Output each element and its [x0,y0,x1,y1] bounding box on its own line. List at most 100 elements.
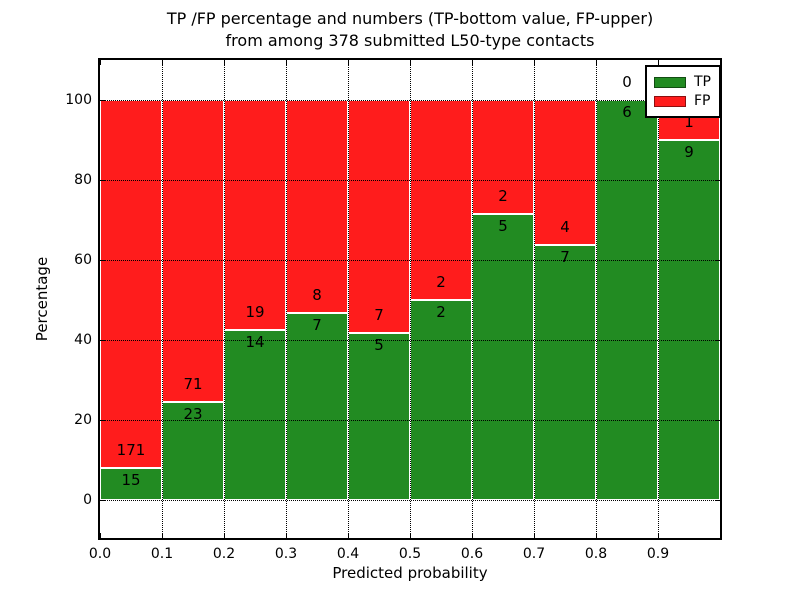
x-gridline [224,60,225,538]
legend-label-tp: TP [694,74,711,90]
x-tick-top [162,60,163,65]
y-gridline [100,100,720,101]
fp-bar [162,100,224,403]
x-tick-bottom [286,533,287,538]
x-tick-top [348,60,349,65]
x-tick-label: 0.7 [522,546,546,562]
tp-bar [472,214,534,500]
fp-count-label: 2 [498,187,508,206]
y-tick-left [100,100,105,101]
x-tick-bottom [224,533,225,538]
y-tick-label: 0 [83,492,92,508]
y-tick-label: 20 [74,412,92,428]
y-tick-label: 100 [65,92,92,108]
x-tick-top [534,60,535,65]
x-tick-bottom [658,533,659,538]
fp-color-swatch [654,95,686,107]
x-tick-bottom [534,533,535,538]
tp-bar [286,313,348,500]
tp-count-label: 6 [622,103,632,121]
tp-bar [534,245,596,500]
x-tick-label: 0.2 [212,546,236,562]
x-gridline [658,60,659,538]
y-tick-right [715,260,720,261]
y-gridline [100,180,720,181]
x-tick-label: 0.5 [398,546,422,562]
tp-count-label: 7 [560,248,570,267]
y-tick-left [100,180,105,181]
x-tick-bottom [410,533,411,538]
tp-count-label: 15 [121,470,141,489]
x-tick-top [410,60,411,65]
fp-count-label: 2 [436,273,446,291]
x-gridline [286,60,287,538]
tp-count-label: 5 [374,336,384,355]
tp-count-label: 23 [183,405,203,424]
x-tick-label: 0.3 [274,546,298,562]
x-tick-top [224,60,225,65]
y-gridline [100,420,720,421]
y-tick-right [715,500,720,501]
y-gridline [100,260,720,261]
fp-bar [472,100,534,215]
x-tick-bottom [348,533,349,538]
plot-area: TP FP 171 15 71 23 19 14 8 7 7 5 2 2 2 5 4 7 0 6 1 9 0.0 0.1 0… [65,58,722,562]
legend-label-fp: FP [694,93,711,109]
x-tick-label: 0.1 [150,546,174,562]
chart-title: TP /FP percentage and numbers (TP-bottom… [100,8,720,52]
y-tick-left [100,500,105,501]
fp-bar [224,100,286,331]
y-tick-label: 80 [74,172,92,188]
fp-count-label: 7 [374,306,384,325]
x-tick-label: 0.6 [460,546,484,562]
x-gridline [596,60,597,538]
tp-count-label: 2 [436,303,446,321]
y-tick-right [715,420,720,421]
tp-bar [224,330,286,500]
tp-count-label: 14 [245,333,265,352]
x-gridline [162,60,163,538]
x-tick-bottom [596,533,597,538]
x-tick-label: 0.4 [336,546,360,562]
fp-bar [100,100,162,468]
y-tick-left [100,420,105,421]
fp-count-label: 19 [245,303,265,322]
tp-count-label: 5 [498,217,508,236]
x-tick-top [596,60,597,65]
tp-count-label: 9 [684,143,694,161]
tp-count-label: 7 [312,316,322,335]
legend-entry-fp: FP [654,93,711,109]
tp-color-swatch [654,76,686,88]
fp-bar [286,100,348,314]
y-tick-right [715,180,720,181]
tp-bar [658,140,720,500]
x-tick-label: 0.0 [88,546,112,562]
y-tick-left [100,260,105,261]
tp-bar [410,300,472,500]
y-tick-left [100,340,105,341]
fp-count-label: 4 [560,218,570,237]
legend: TP FP [645,65,721,118]
y-tick-right [715,340,720,341]
x-tick-top [100,60,101,65]
x-axis-label: Predicted probability [332,564,488,582]
y-tick-label: 40 [74,332,92,348]
fp-bar [348,100,410,334]
y-gridline [100,340,720,341]
fp-count-label: 8 [312,286,322,305]
fp-count-label: 1 [684,113,694,131]
fp-count-label: 171 [116,440,146,459]
y-gridline [100,500,720,501]
tp-bar [348,333,410,500]
tp-bar [596,100,658,500]
x-tick-top [472,60,473,65]
y-tick-label: 60 [74,252,92,268]
y-axis-label: Percentage [33,256,51,342]
legend-entry-tp: TP [654,74,711,90]
fp-count-label: 0 [622,73,632,91]
x-gridline [534,60,535,538]
tp-bar [100,467,162,500]
chart-title-line1: TP /FP percentage and numbers (TP-bottom… [166,9,654,28]
fp-bar [410,100,472,300]
